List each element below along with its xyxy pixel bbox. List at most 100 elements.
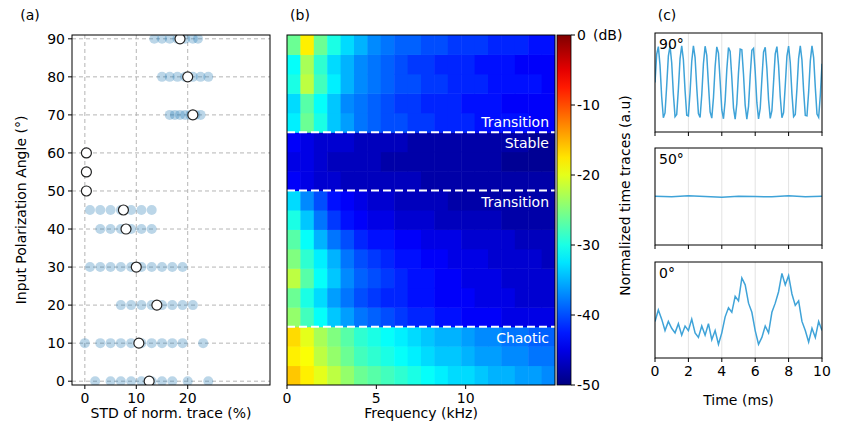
page: {"chart_data": [ {"type": "scatter", "ti… xyxy=(0,0,865,427)
heatmap-cell xyxy=(381,113,395,133)
sample-point xyxy=(147,224,157,234)
heatmap-cell xyxy=(341,191,355,211)
heatmap-cell xyxy=(528,152,542,172)
heatmap-cell xyxy=(528,93,542,113)
heatmap-cell xyxy=(434,249,448,269)
heatmap-cell xyxy=(408,307,422,327)
subplot-label: 0° xyxy=(659,265,675,281)
heatmap-cell xyxy=(300,366,314,385)
sample-point xyxy=(81,186,91,196)
heatmap-cell xyxy=(327,152,341,172)
tick-mark xyxy=(68,381,72,382)
heatmap-cell xyxy=(434,132,448,152)
heatmap-cell xyxy=(501,210,515,230)
heatmap-cell xyxy=(394,54,408,74)
heatmap-cell xyxy=(528,249,542,269)
heatmap-cell xyxy=(314,366,328,385)
heatmap-cell xyxy=(434,229,448,249)
colorbar-tick xyxy=(571,175,575,176)
heatmap-cell xyxy=(488,210,502,230)
heatmap-cell xyxy=(448,171,462,191)
heatmap-cell xyxy=(515,307,529,327)
heatmap-cell xyxy=(341,249,355,269)
heatmap-cell xyxy=(341,74,355,94)
tick-label: 2 xyxy=(684,363,693,379)
heatmap-cell xyxy=(314,307,328,327)
heatmap-cell xyxy=(475,93,489,113)
heatmap-cell xyxy=(327,288,341,308)
heatmap-cell xyxy=(327,346,341,366)
heatmap-cell xyxy=(367,366,381,385)
mean-point xyxy=(152,300,162,310)
plot-lines xyxy=(655,273,822,344)
figure: 010200102030405060708090(a)STD of norm. … xyxy=(0,0,865,427)
heatmap-cell xyxy=(327,54,341,74)
heatmap-cell xyxy=(542,346,555,366)
heatmap-cell xyxy=(528,366,542,385)
heatmap-cell xyxy=(381,307,395,327)
heatmap-cell xyxy=(528,35,542,55)
heatmap-cell xyxy=(354,229,368,249)
heatmap-cell xyxy=(367,210,381,230)
heatmap-cell xyxy=(394,229,408,249)
sample-point xyxy=(178,300,188,310)
heatmap-cell xyxy=(501,229,515,249)
heatmap-cell xyxy=(381,346,395,366)
tick-label: 10 xyxy=(47,335,65,351)
heatmap-cell xyxy=(542,74,555,94)
heatmap-cell xyxy=(341,288,355,308)
tick-mark xyxy=(788,358,789,362)
heatmap-cell xyxy=(314,268,328,288)
heatmap-cell xyxy=(421,210,435,230)
heatmap-cell xyxy=(434,346,448,366)
panel-label: (b) xyxy=(290,7,310,23)
tick-label: 0 xyxy=(283,390,292,406)
heatmap-cell xyxy=(314,171,328,191)
tick-mark xyxy=(68,305,72,306)
sample-point xyxy=(147,205,157,215)
heatmap-cell xyxy=(515,268,529,288)
heatmap-cell xyxy=(528,229,542,249)
region-label: Transition xyxy=(480,194,549,210)
tick-label: 20 xyxy=(179,390,197,406)
sample-point xyxy=(126,376,136,385)
heatmap-cell xyxy=(381,229,395,249)
heatmap-cell xyxy=(287,74,301,94)
heatmap-cell xyxy=(354,268,368,288)
heatmap-cell xyxy=(475,132,489,152)
heatmap-cell xyxy=(327,113,341,133)
heatmap-cell xyxy=(542,366,555,385)
heatmap-cell xyxy=(287,229,301,249)
region-boundary xyxy=(287,190,555,192)
heatmap-cell xyxy=(542,210,555,230)
heatmap-cell xyxy=(461,191,475,211)
plot-frame xyxy=(655,33,822,132)
heatmap-cell xyxy=(394,152,408,172)
heatmap-cell xyxy=(341,113,355,133)
heatmap-cell xyxy=(367,54,381,74)
grid-line xyxy=(72,152,270,153)
tick-label: 70 xyxy=(47,107,65,123)
heatmap-cell xyxy=(367,346,381,366)
grid-line xyxy=(688,262,689,358)
tick-mark xyxy=(822,132,823,136)
heatmap-cell xyxy=(300,307,314,327)
heatmap-cell xyxy=(354,74,368,94)
tick-label: 30 xyxy=(47,259,65,275)
heatmap-cell xyxy=(314,113,328,133)
sample-point xyxy=(167,300,177,310)
tick-mark xyxy=(68,267,72,268)
heatmap-cell xyxy=(461,132,475,152)
colorbar-tick-label: -40 xyxy=(577,307,600,323)
heatmap-cell xyxy=(394,210,408,230)
heatmap-cell xyxy=(327,171,341,191)
heatmap-cell xyxy=(287,54,301,74)
heatmap-cell xyxy=(394,249,408,269)
heatmap-cell xyxy=(461,152,475,172)
heatmap-cell xyxy=(381,249,395,269)
grid-line xyxy=(688,33,689,132)
heatmap-cell xyxy=(394,93,408,113)
heatmap-cell xyxy=(448,132,462,152)
heatmap-cell xyxy=(475,152,489,172)
heatmap-cell xyxy=(314,210,328,230)
